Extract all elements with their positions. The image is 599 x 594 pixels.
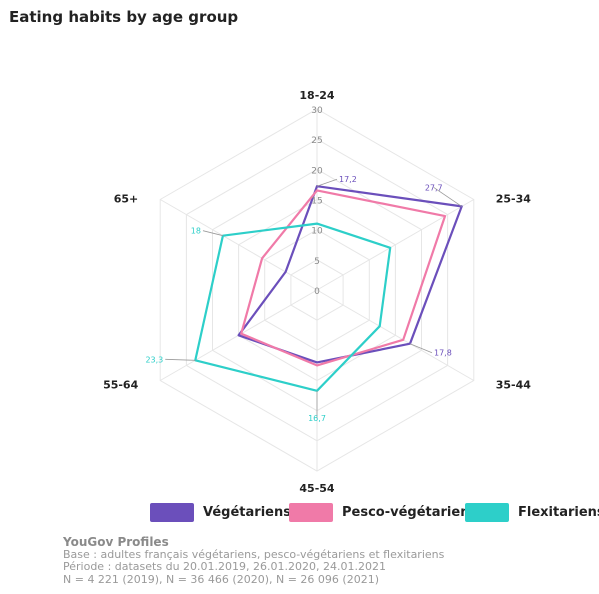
legend-swatch — [150, 503, 194, 522]
page-title: Eating habits by age group — [9, 8, 239, 26]
category-label: 55-64 — [103, 379, 139, 392]
data-label-leader — [409, 343, 433, 354]
legend-swatch — [465, 503, 509, 522]
data-label: 23,3 — [145, 355, 163, 364]
data-label: 17,2 — [339, 175, 357, 184]
category-label: 45-54 — [299, 482, 335, 495]
legend-item-pesco-vegetariens[interactable]: Pesco-végétariens — [289, 503, 477, 522]
source-line: Période : datasets du 20.01.2019, 26.01.… — [63, 560, 386, 573]
legend-swatch — [289, 503, 333, 522]
data-label-leader — [433, 187, 462, 207]
data-label: 18 — [191, 227, 201, 236]
legend: Végétariens Pesco-végétariens Flexitarie… — [150, 503, 599, 525]
legend-label: Végétariens — [203, 505, 291, 520]
source-line: Base : adultes français végétariens, pes… — [63, 547, 445, 561]
data-label: 27,7 — [425, 183, 443, 192]
category-label: 65+ — [114, 193, 139, 206]
legend-item-flexitariens[interactable]: Flexitariens — [465, 503, 599, 522]
legend-label: Flexitariens — [518, 505, 599, 520]
radar-chart: 0 5 10 15 20 25 30 18-24 25-34 35-44 45-54 55-64 65+… — [103, 89, 532, 495]
data-label-leader — [316, 178, 338, 187]
grid-spoke — [316, 289, 475, 381]
tick-label: 25 — [311, 136, 322, 146]
tick-label: 5 — [314, 257, 320, 267]
data-label: 16,7 — [308, 414, 326, 423]
legend-label: Pesco-végétariens — [342, 505, 478, 520]
category-label: 25-34 — [496, 193, 532, 206]
grid-spoke — [159, 199, 318, 291]
source-line: N = 4 221 (2019), N = 36 466 (2020), N =… — [63, 572, 379, 586]
category-label: 35-44 — [496, 379, 532, 392]
tick-label: 15 — [311, 197, 322, 207]
source-brand: YouGov Profiles — [63, 535, 169, 549]
grid-spoke — [316, 199, 475, 291]
data-label-leader — [165, 358, 196, 361]
category-label: 18-24 — [299, 89, 335, 102]
data-label-leader — [202, 230, 224, 237]
tick-label: 10 — [311, 227, 323, 237]
tick-label: 30 — [311, 106, 323, 116]
data-label: 17,8 — [434, 349, 452, 358]
tick-label: 20 — [311, 166, 323, 176]
source-note: YouGov Profiles Base : adultes français … — [63, 536, 583, 586]
series-line — [194, 222, 392, 392]
series-line — [240, 189, 447, 367]
legend-item-vegetariens[interactable]: Végétariens — [150, 503, 291, 522]
tick-label: 0 — [314, 287, 320, 297]
